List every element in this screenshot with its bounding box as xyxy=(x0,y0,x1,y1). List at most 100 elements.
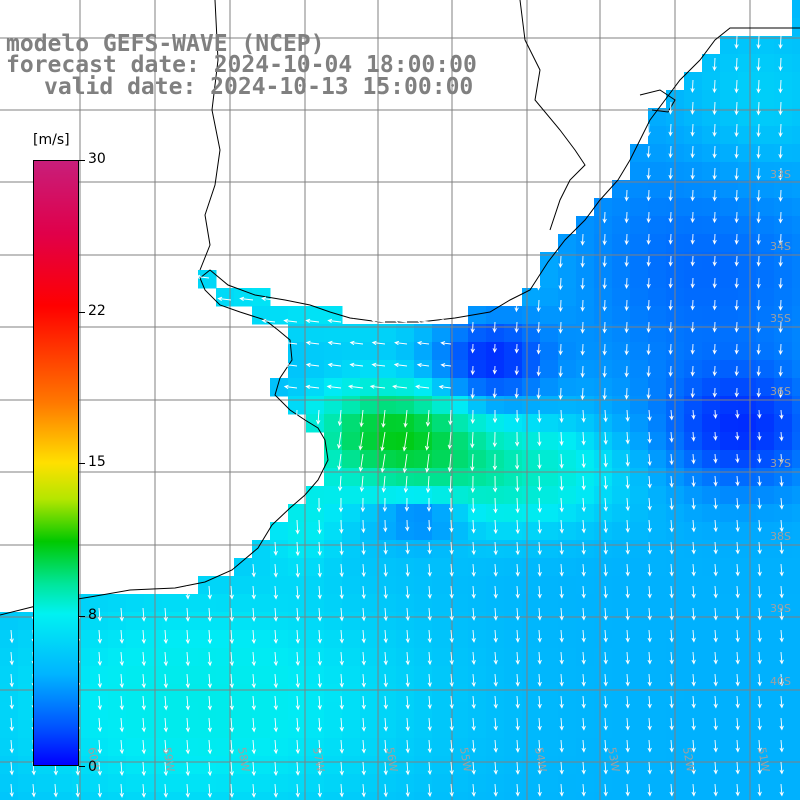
wind-arrow xyxy=(405,563,410,578)
wind-arrow xyxy=(295,585,300,600)
wind-arrow xyxy=(492,453,498,471)
speed-cell xyxy=(450,378,469,397)
wind-arrow xyxy=(625,761,630,775)
speed-cell xyxy=(540,342,559,361)
speed-cell xyxy=(144,702,163,721)
speed-cell xyxy=(630,594,649,613)
wind-arrow xyxy=(559,431,564,446)
wind-arrow xyxy=(207,629,212,645)
speed-cell xyxy=(702,576,721,595)
wind-arrow xyxy=(515,409,520,423)
speed-cell xyxy=(792,342,800,361)
speed-cell xyxy=(756,504,775,523)
wind-arrow xyxy=(361,629,366,644)
speed-cell xyxy=(684,432,703,451)
speed-cell xyxy=(396,702,415,721)
wind-arrow xyxy=(515,673,520,687)
speed-cell xyxy=(234,756,253,775)
speed-cell xyxy=(612,450,631,469)
wind-arrow xyxy=(75,783,80,798)
speed-cell xyxy=(648,306,667,325)
speed-cell xyxy=(324,774,343,793)
speed-cell xyxy=(720,198,739,217)
wind-arrow xyxy=(229,717,234,733)
wind-arrow xyxy=(536,365,541,377)
speed-cell xyxy=(324,792,343,800)
speed-cell xyxy=(306,684,325,703)
speed-cell xyxy=(792,774,800,793)
wind-arrow xyxy=(602,233,607,246)
wind-arrow xyxy=(380,453,386,473)
speed-cell xyxy=(630,234,649,253)
wind-arrow xyxy=(339,563,344,578)
wind-arrow xyxy=(119,629,124,644)
wind-arrow xyxy=(691,629,696,643)
speed-cell xyxy=(756,180,775,199)
wind-arrow xyxy=(757,585,762,599)
speed-cell xyxy=(558,306,577,325)
wind-arrow xyxy=(757,717,762,731)
speed-cell xyxy=(396,648,415,667)
wind-arrow xyxy=(603,519,608,534)
speed-cell xyxy=(594,252,613,271)
wind-arrow xyxy=(493,629,498,643)
speed-cell xyxy=(270,738,289,757)
speed-cell xyxy=(630,648,649,667)
wind-arrow xyxy=(416,362,430,368)
speed-cell xyxy=(720,270,739,289)
wind-arrow xyxy=(393,318,408,324)
wind-arrow xyxy=(778,365,783,377)
speed-cell xyxy=(756,126,775,145)
wind-arrow xyxy=(185,717,190,733)
wind-arrow xyxy=(339,761,344,776)
wind-arrow xyxy=(668,189,673,202)
wind-arrow xyxy=(514,365,519,376)
speed-cell xyxy=(558,252,577,271)
speed-cell xyxy=(288,630,307,649)
speed-cell xyxy=(432,684,451,703)
speed-cell xyxy=(576,540,595,559)
speed-cell xyxy=(756,720,775,739)
wind-arrow xyxy=(294,409,299,424)
latitude-label: 37S xyxy=(770,457,791,470)
wind-arrow xyxy=(97,783,102,798)
wind-arrow xyxy=(239,296,254,301)
speed-cell xyxy=(558,756,577,775)
wind-arrow xyxy=(559,717,564,731)
latitude-label: 40S xyxy=(770,675,791,688)
speed-cell xyxy=(450,594,469,613)
speed-cell xyxy=(396,738,415,757)
speed-cell xyxy=(414,684,433,703)
wind-arrow xyxy=(668,123,673,137)
wind-arrow xyxy=(691,783,696,797)
speed-cell xyxy=(756,144,775,163)
speed-cell xyxy=(612,414,631,433)
longitude-label: 57W xyxy=(310,746,327,773)
wind-arrow xyxy=(438,318,452,324)
speed-cell xyxy=(792,234,800,253)
speed-cell xyxy=(306,306,325,325)
wind-arrow xyxy=(625,651,630,665)
speed-cell xyxy=(414,342,433,361)
wind-arrow xyxy=(448,409,453,426)
wind-arrow xyxy=(283,318,298,323)
wind-arrow xyxy=(581,563,586,577)
wind-arrow xyxy=(647,585,652,599)
speed-cell xyxy=(360,666,379,685)
speed-cell xyxy=(288,342,307,361)
speed-cell xyxy=(324,414,343,433)
speed-cell xyxy=(180,738,199,757)
wind-arrow xyxy=(580,277,585,290)
speed-cell xyxy=(630,504,649,523)
speed-cell xyxy=(342,612,361,631)
speed-cell xyxy=(306,360,325,379)
speed-cell xyxy=(612,270,631,289)
wind-arrow xyxy=(514,431,520,447)
wind-arrow xyxy=(295,739,300,755)
speed-cell xyxy=(414,468,433,487)
wind-arrow xyxy=(515,541,520,556)
speed-cell xyxy=(702,558,721,577)
speed-cell xyxy=(360,342,379,361)
speed-cell xyxy=(558,720,577,739)
speed-cell xyxy=(594,324,613,343)
